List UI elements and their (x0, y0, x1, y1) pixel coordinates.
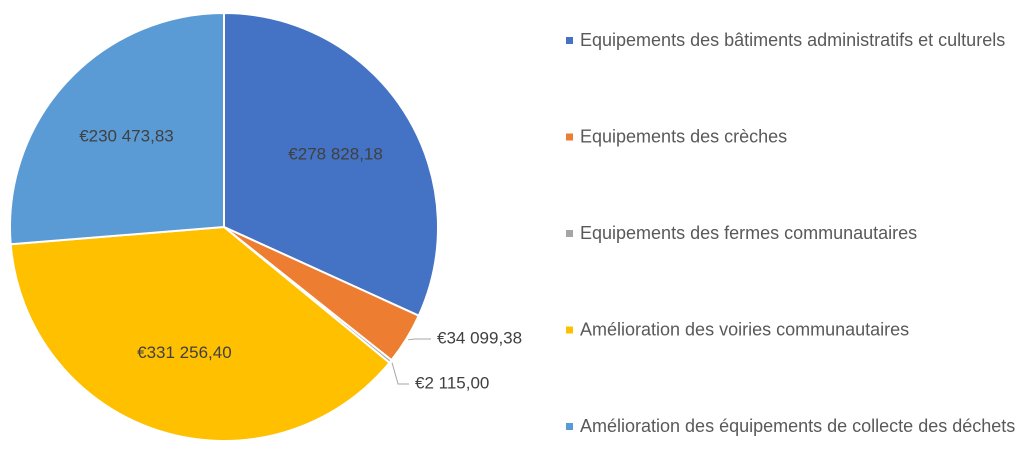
legend-label: Equipements des bâtiments administratifs… (580, 30, 1005, 50)
data-label: €2 115,00 (415, 373, 489, 392)
legend-label: Amélioration des voiries communautaires (580, 319, 909, 339)
legend-label: Equipements des crèches (580, 126, 787, 146)
data-label: €34 099,38 (437, 328, 522, 347)
legend-marker (566, 37, 573, 44)
leader-line (408, 338, 431, 341)
pie-slice (223, 11, 439, 318)
legend-label: Amélioration des équipements de collecte… (580, 416, 1015, 436)
pie-slice (9, 11, 225, 246)
leader-line (391, 362, 409, 385)
data-label: €230 473,83 (79, 127, 174, 146)
legend-marker (566, 326, 573, 334)
legend-marker (566, 423, 573, 430)
data-label: €278 828,18 (288, 145, 383, 164)
pie-slice (9, 225, 391, 442)
legend-marker (566, 230, 573, 237)
legend-label: Equipements des fermes communautaires (580, 223, 917, 243)
data-label: €331 256,40 (137, 343, 232, 362)
legend-marker (566, 133, 573, 141)
